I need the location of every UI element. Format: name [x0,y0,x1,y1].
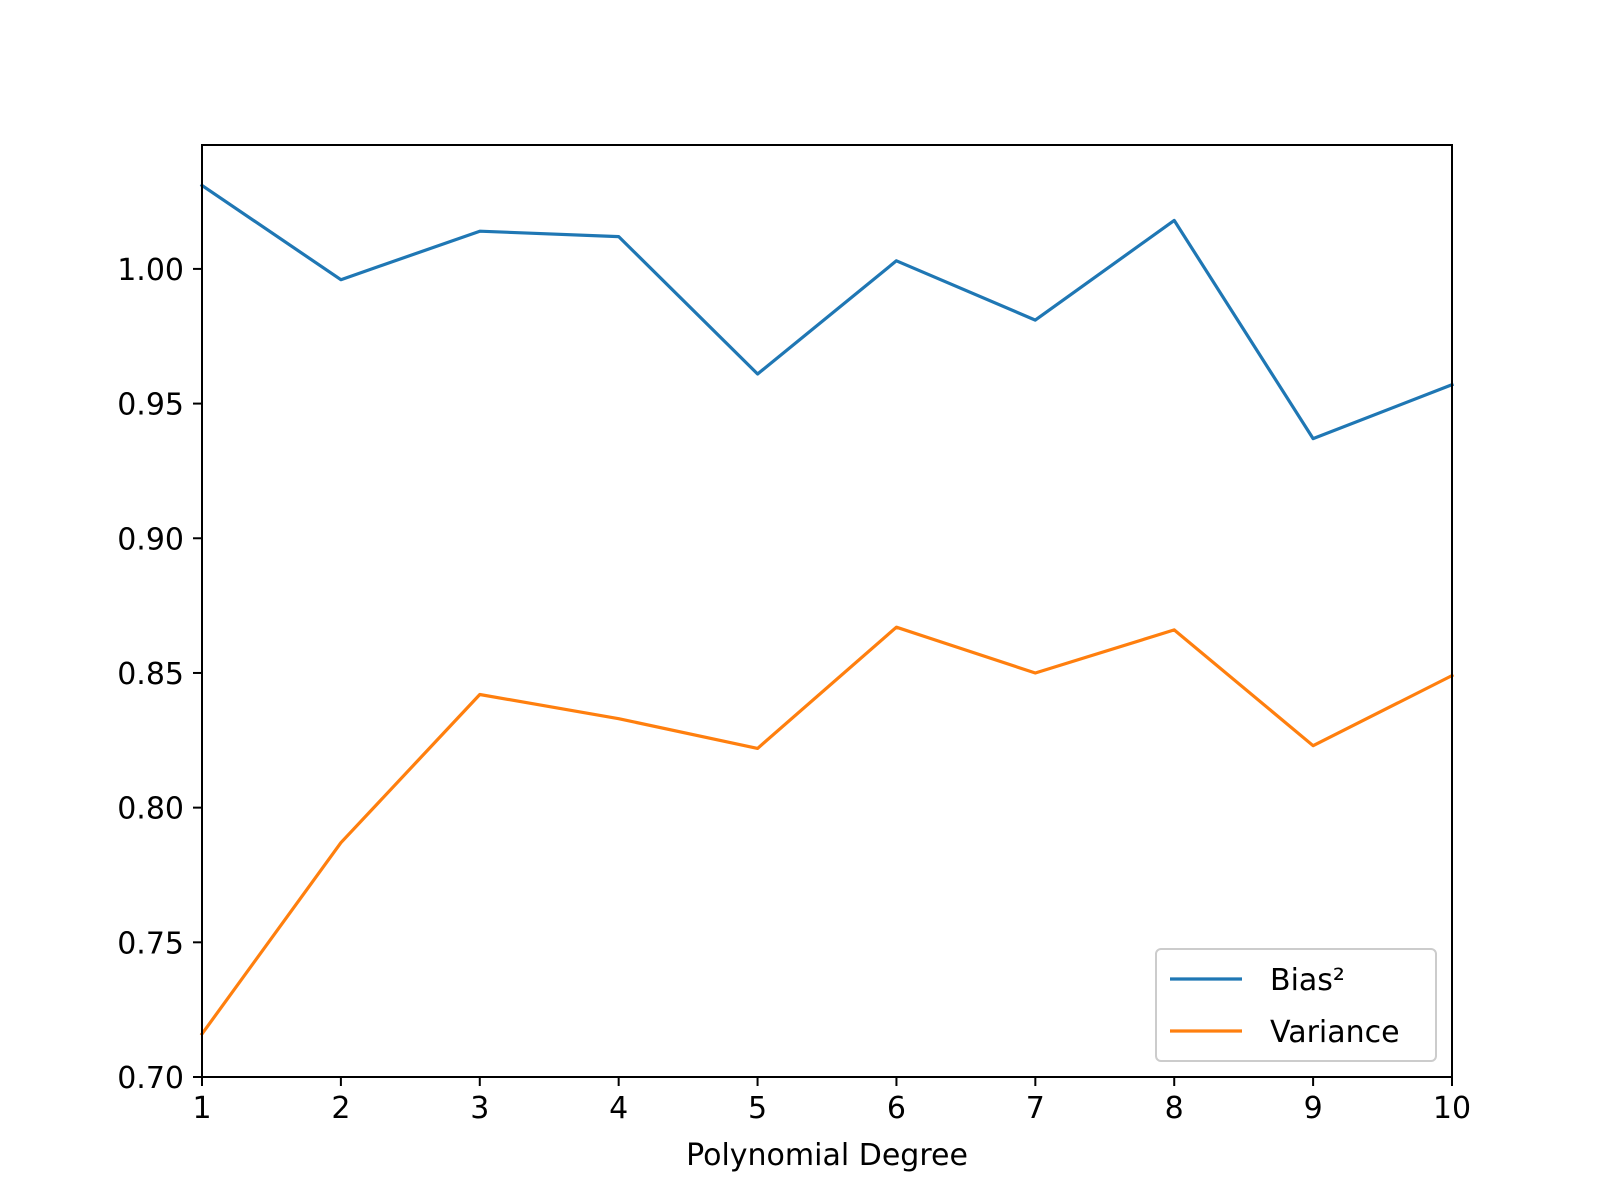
y-tick-label: 1.00 [117,253,184,288]
x-tick-label: 6 [887,1091,906,1126]
x-tick-label: 2 [331,1091,350,1126]
y-tick-label: 0.80 [117,792,184,827]
legend-box [1155,948,1437,1062]
x-tick-label: 7 [1026,1091,1045,1126]
y-tick-label: 0.70 [117,1061,184,1096]
x-tick-label: 9 [1304,1091,1323,1126]
series-layer [199,183,1455,1037]
y-axis: 0.70 0.75 0.80 0.85 0.90 0.95 1.00 [117,253,202,1096]
y-tick-label: 0.95 [117,388,184,423]
legend-label-variance: Variance [1270,1015,1400,1050]
plot-frame [201,144,1453,1078]
x-tick-label: 8 [1165,1091,1184,1126]
x-tick-label: 10 [1433,1091,1471,1126]
series-line-bias [199,183,1455,441]
x-tick-label: 4 [609,1091,628,1126]
legend: Bias² Variance [1155,948,1437,1062]
x-axis-title: Polynomial Degree [686,1138,968,1173]
series-line-variance [199,625,1455,1037]
y-tick-label: 0.75 [117,926,184,961]
x-axis: 1 2 3 4 5 6 7 8 9 10 [192,1077,1471,1126]
legend-label-bias: Bias² [1270,963,1345,998]
y-tick-label: 0.85 [117,657,184,692]
y-tick-label: 0.90 [117,522,184,557]
x-tick-label: 1 [192,1091,211,1126]
x-tick-label: 3 [470,1091,489,1126]
x-tick-label: 5 [748,1091,767,1126]
